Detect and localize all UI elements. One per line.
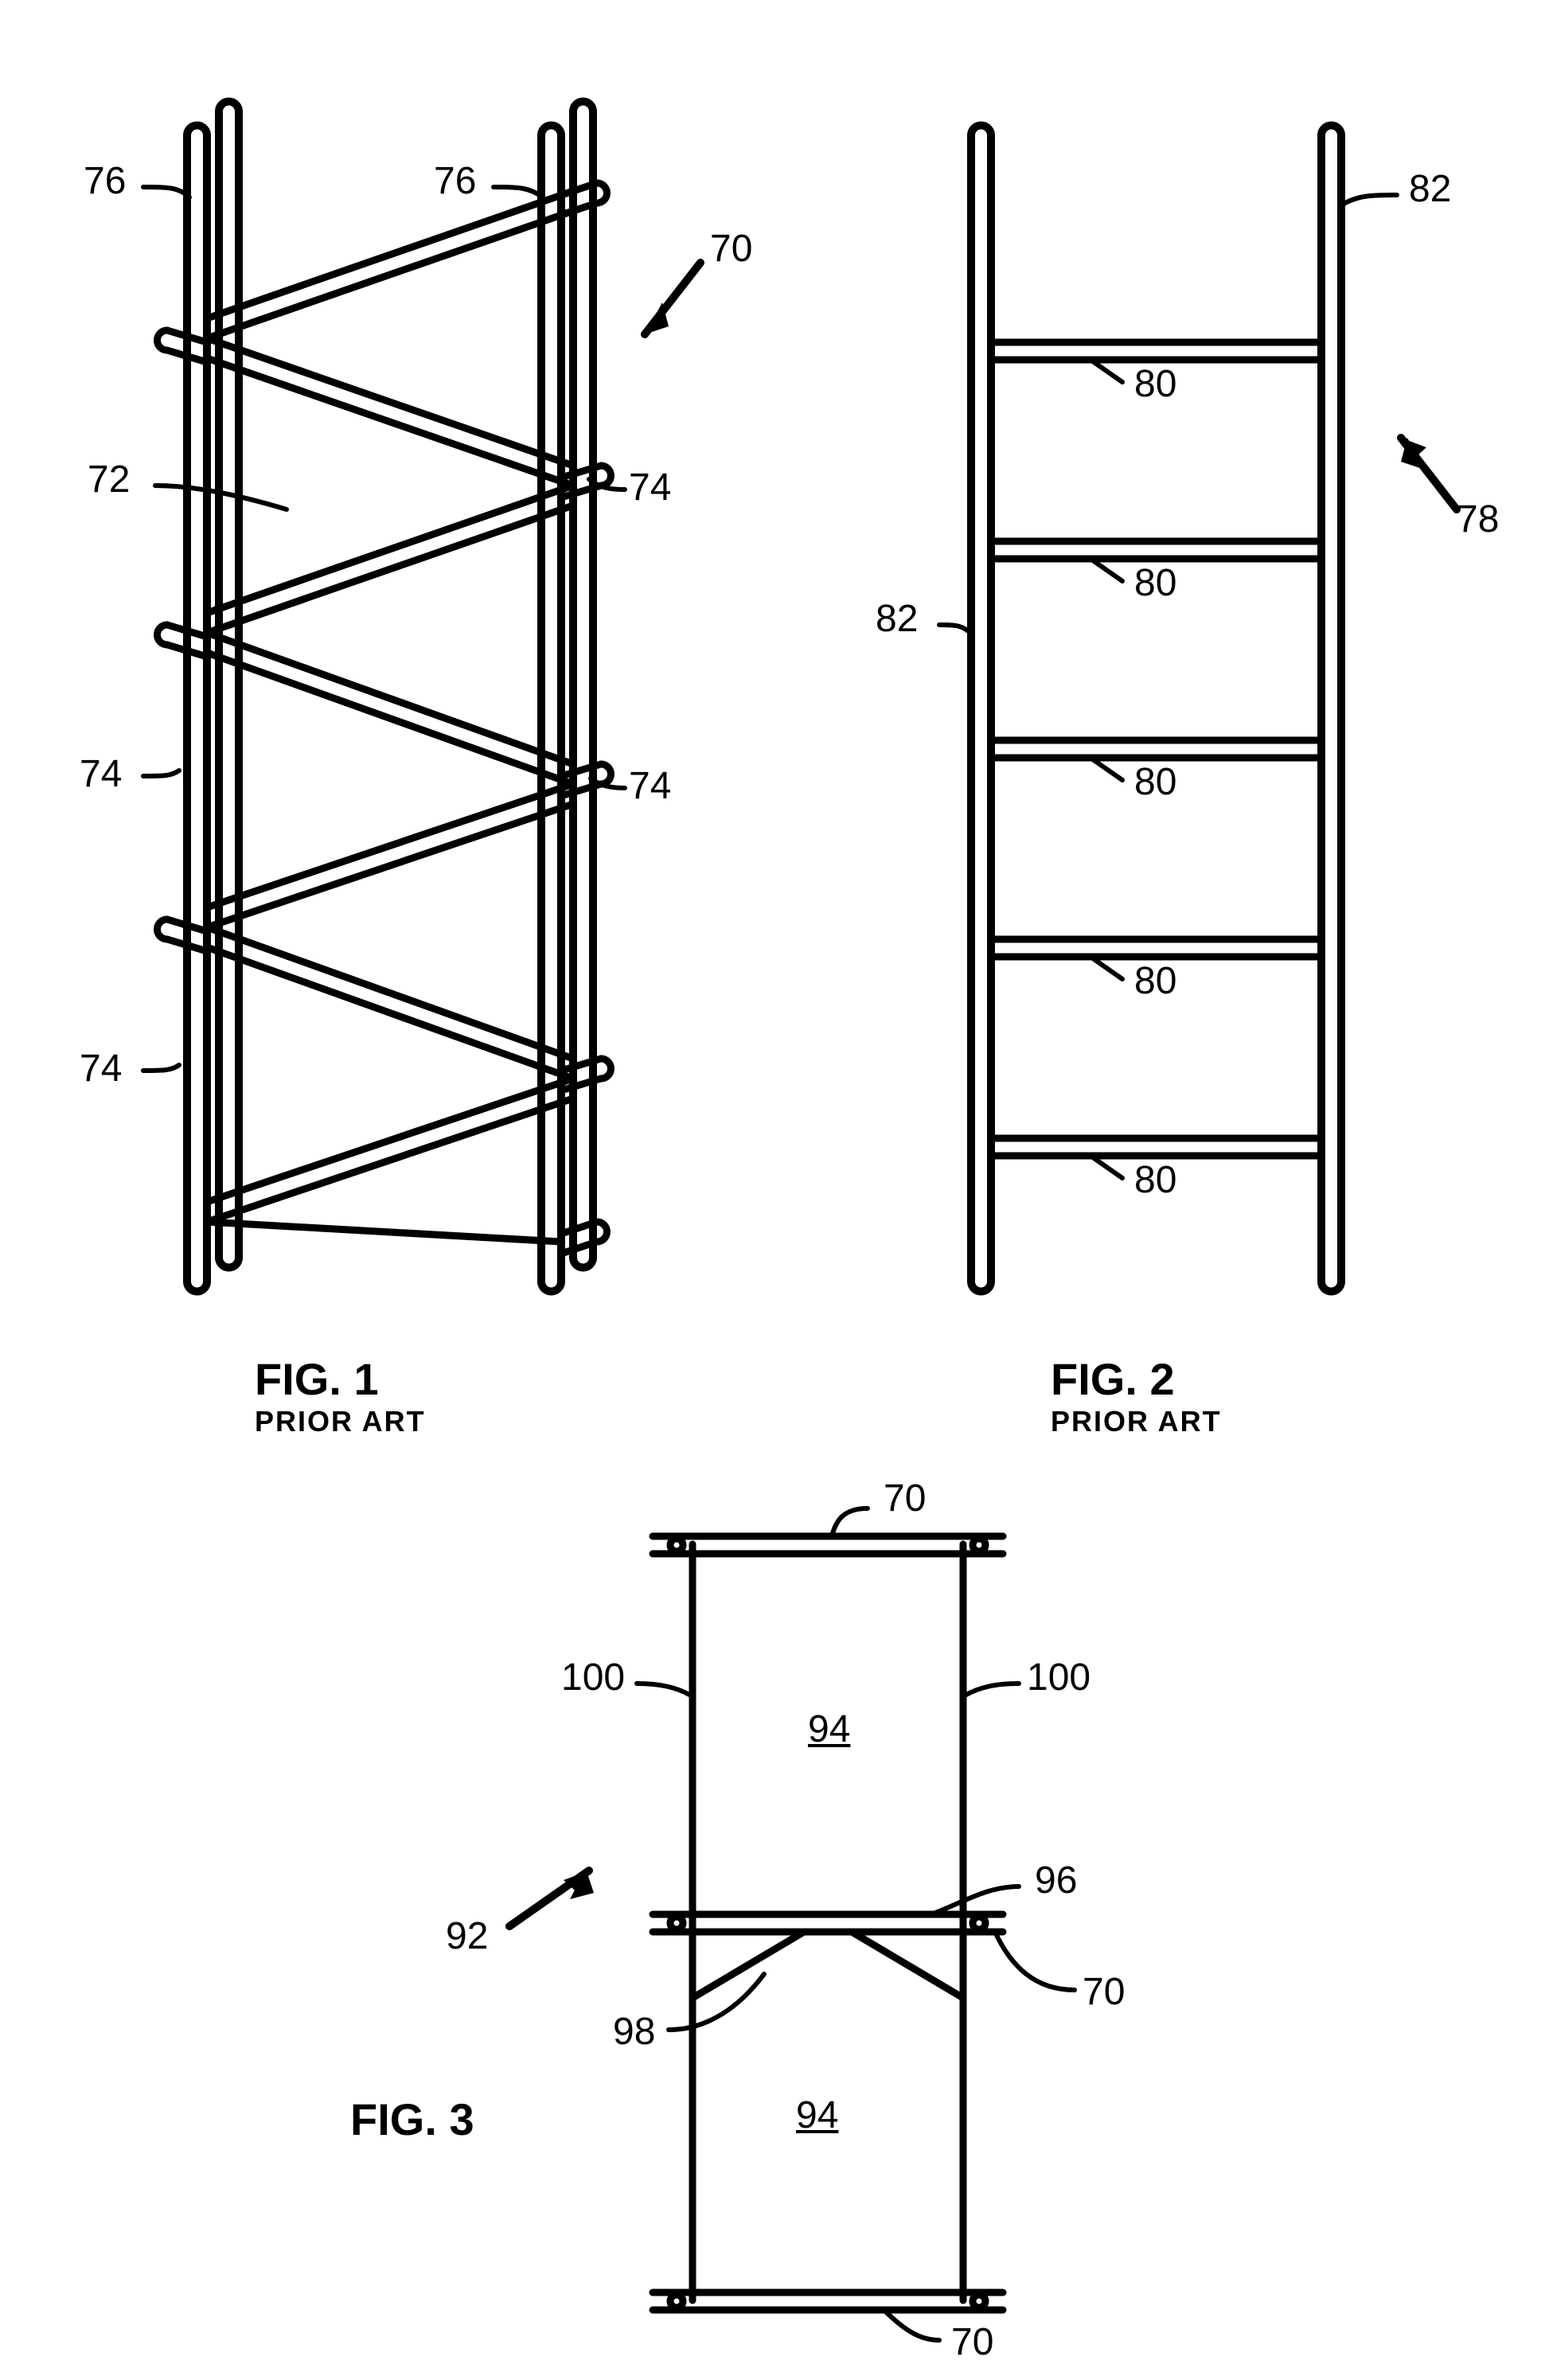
label-80-5: 80 (1134, 1158, 1176, 1202)
label-94-bot: 94 (796, 2093, 838, 2137)
label-70-mid: 70 (1083, 1970, 1125, 2014)
label-76-right: 76 (434, 159, 476, 203)
label-78: 78 (1457, 497, 1499, 541)
label-80-3: 80 (1134, 760, 1176, 804)
label-92: 92 (446, 1914, 488, 1958)
label-70-top: 70 (884, 1477, 926, 1520)
label-82-left: 82 (876, 597, 918, 641)
label-94-top: 94 (808, 1707, 850, 1751)
label-76-left: 76 (84, 159, 126, 203)
label-100-left: 100 (561, 1656, 625, 1699)
label-100-right: 100 (1027, 1656, 1090, 1699)
label-70-fig1: 70 (710, 227, 752, 271)
label-96: 96 (1035, 1859, 1077, 1902)
fig1-drawing (40, 64, 756, 1377)
page: 76 76 70 72 74 74 74 74 FIG. 1 PRIOR ART (0, 0, 1545, 2380)
label-70-bot: 70 (951, 2320, 993, 2364)
label-80-4: 80 (1134, 959, 1176, 1003)
label-72: 72 (88, 458, 130, 501)
label-74-bl: 74 (80, 1047, 122, 1091)
label-98: 98 (613, 2010, 655, 2054)
fig1-title: FIG. 1 (255, 1353, 379, 1405)
label-74-tr: 74 (629, 466, 671, 509)
fig3-title: FIG. 3 (350, 2093, 474, 2145)
label-74-ml: 74 (80, 752, 122, 796)
label-82-right: 82 (1409, 167, 1451, 211)
label-74-mr: 74 (629, 764, 671, 808)
fig2-title: FIG. 2 (1051, 1353, 1175, 1405)
fig3-drawing (358, 1481, 1313, 2356)
label-80-2: 80 (1134, 561, 1176, 605)
fig1-subtitle: PRIOR ART (255, 1405, 426, 1438)
fig2-subtitle: PRIOR ART (1051, 1405, 1222, 1438)
label-80-1: 80 (1134, 362, 1176, 406)
